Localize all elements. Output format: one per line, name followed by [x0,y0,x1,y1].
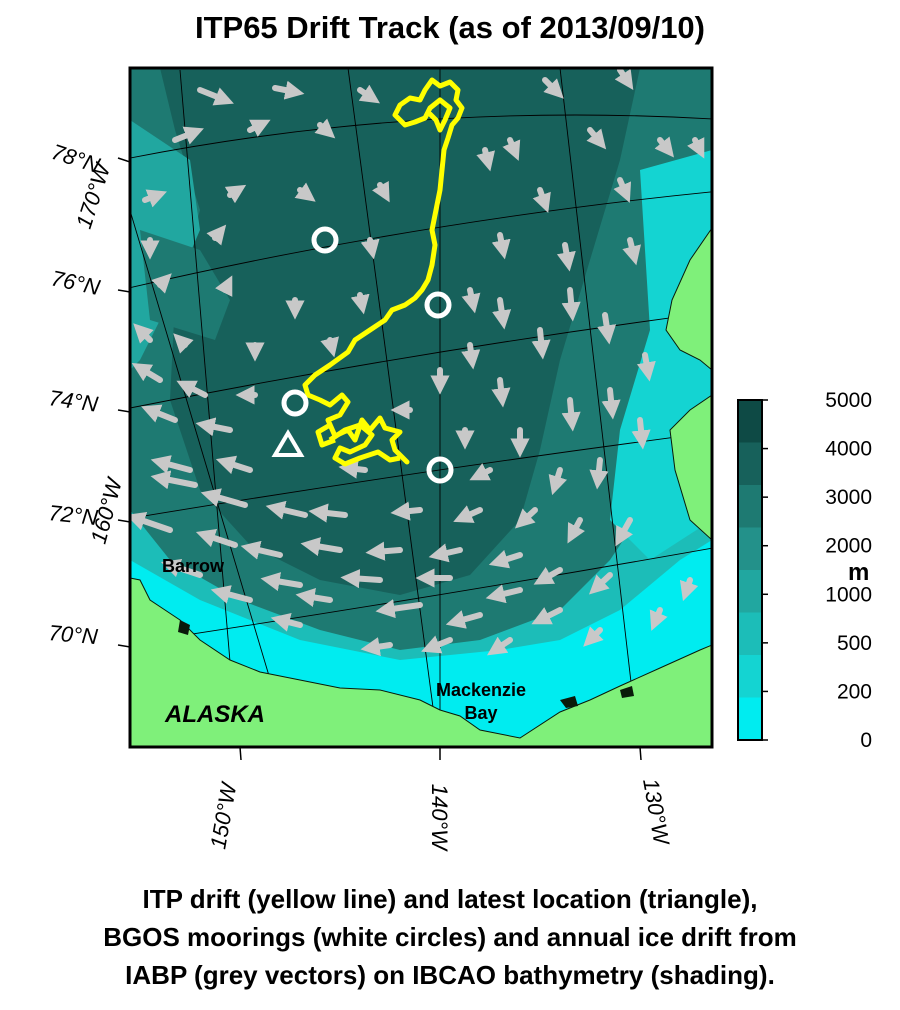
colorbar-segment [738,400,762,443]
colorbar-tick-label: 4000 [825,438,872,461]
colorbar-tick-label: 3000 [825,486,872,509]
colorbar-segment [738,485,762,528]
map-frame-content: Barrow Mackenzie Bay ALASKA [130,68,712,747]
iabp-drift-vectors [130,68,705,657]
colorbar-segment [738,655,762,698]
banks-island-land [669,394,712,541]
lat-label-76: 76°N [49,265,102,300]
colorbar-frame [737,399,763,741]
colorbar-tick-label: 500 [837,632,872,655]
map-border [128,66,714,749]
colorbar-tick-label: 1000 [825,583,872,606]
caption-line-1: ITP drift (yellow line) and latest locat… [142,884,758,914]
colorbar-tick-label: 0 [860,729,872,752]
mooring-circle-b [426,456,454,484]
lat-label-72: 72°N [47,500,99,530]
colorbar-tick-label: 200 [837,680,872,703]
figure-caption: ITP drift (yellow line) and latest locat… [0,880,900,994]
colorbar-segment [738,697,762,741]
colorbar-tick-label: 2000 [825,535,872,558]
canadian-archipelago-land [665,227,712,371]
lat-label-74: 74°N [47,385,99,417]
frame-ticks [117,157,642,761]
lon-label-140w: 140°W [427,784,452,853]
colorbar-segment [738,442,762,486]
basin-shading [160,68,640,595]
colorbar-segment [738,527,762,571]
colorbar-tick-label: 5000 [825,389,872,412]
mooring-circle-d [311,226,339,254]
lon-label-130w: 130°W [638,777,675,849]
map-title: ITP65 Drift Track (as of 2013/09/10) [194,10,706,45]
caption-line-3: IABP (grey vectors) on IBCAO bathymetry … [125,960,775,990]
mooring-circle-a [424,291,452,319]
colorbar-segment [738,612,762,656]
caption-line-2: BGOS moorings (white circles) and annual… [103,922,797,952]
lon-label-150w: 150°W [205,779,242,851]
northwind-ridge-shading [140,230,230,340]
mackenzie-label-2: Bay [464,703,497,723]
lat-label-70: 70°N [48,620,99,649]
latest-location-triangle [271,429,305,457]
mackenzie-label-1: Mackenzie [436,680,526,700]
colorbar-segment [738,570,762,613]
itp-drift-track-loops [315,422,401,467]
barrow-label: Barrow [162,556,225,576]
colorbar-unit: m [848,559,869,586]
alaska-label: ALASKA [164,701,265,728]
mooring-circle-c [281,389,309,417]
